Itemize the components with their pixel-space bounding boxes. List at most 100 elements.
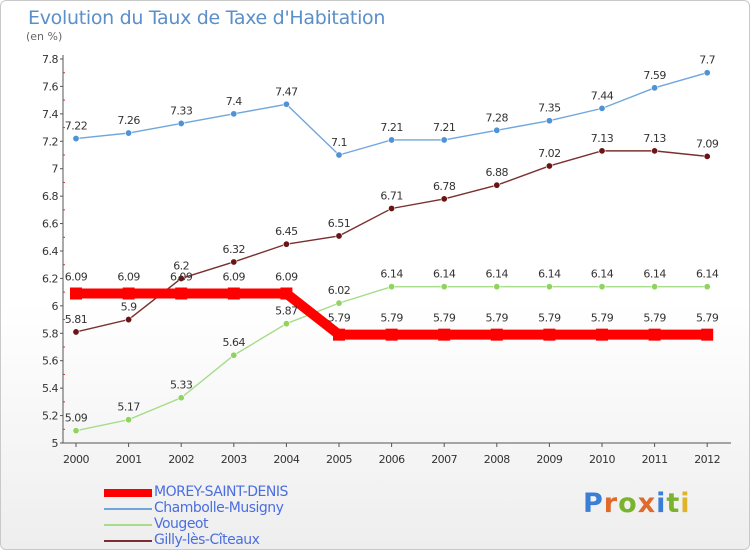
data-label: 6.14	[538, 268, 561, 281]
data-label: 5.79	[380, 312, 403, 325]
y-tick-label: 6.6	[42, 218, 58, 231]
y-tick-label: 7.8	[42, 53, 58, 66]
data-point	[440, 195, 448, 203]
data-label: 7.13	[591, 132, 614, 145]
data-label: 7.28	[486, 111, 509, 124]
x-tick-label: 2002	[168, 453, 194, 466]
data-label: 5.79	[433, 312, 456, 325]
data-point	[493, 126, 501, 134]
series-line	[75, 285, 708, 432]
data-label: 5.81	[65, 313, 88, 326]
data-point	[282, 240, 290, 248]
data-point	[545, 117, 553, 125]
data-point	[596, 328, 608, 341]
data-point	[72, 328, 80, 336]
data-point	[703, 283, 711, 291]
data-label: 5.33	[170, 379, 193, 392]
chart-subtitle: (en %)	[26, 30, 63, 43]
data-label: 5.79	[538, 312, 561, 325]
y-tick-label: 6.2	[42, 272, 58, 285]
data-label: 7.02	[538, 147, 561, 160]
legend-swatch	[104, 524, 152, 526]
data-point	[388, 283, 396, 291]
data-point	[125, 129, 133, 137]
y-tick-label: 7	[52, 163, 59, 176]
y-tick-label: 7.2	[42, 135, 58, 148]
data-label: 7.21	[433, 121, 456, 134]
data-point	[545, 162, 553, 170]
data-label: 5.79	[328, 312, 351, 325]
data-label: 6.14	[486, 268, 509, 281]
data-point	[598, 104, 606, 112]
chart-title: Evolution du Taux de Taxe d'Habitation	[28, 7, 386, 29]
data-label: 6.02	[328, 284, 351, 297]
series-0-group	[70, 287, 714, 341]
data-label: 6.32	[223, 243, 246, 256]
data-label: 7.22	[65, 120, 88, 133]
data-label: 5.87	[275, 305, 298, 318]
data-point	[177, 274, 185, 282]
series-3-group	[72, 147, 711, 336]
data-point	[440, 136, 448, 144]
data-label: 6.71	[380, 189, 403, 202]
data-point	[490, 328, 503, 341]
data-point	[651, 283, 659, 291]
data-label: 7.44	[591, 89, 614, 102]
data-label: 7.35	[538, 102, 561, 115]
data-point	[125, 316, 133, 324]
x-tick-label: 2011	[642, 453, 668, 466]
data-point	[177, 119, 185, 127]
data-label: 6.09	[65, 271, 88, 284]
data-point	[701, 328, 714, 341]
data-point	[545, 283, 553, 291]
data-label: 7.7	[699, 54, 715, 67]
y-tick-label: 5	[52, 437, 59, 450]
data-point	[493, 283, 501, 291]
data-point	[72, 135, 80, 143]
data-label: 6.09	[170, 271, 193, 284]
data-point	[122, 287, 135, 300]
x-tick-label: 2007	[431, 453, 457, 466]
x-tick-label: 2005	[326, 453, 352, 466]
data-label: 7.33	[170, 104, 193, 117]
data-point	[177, 394, 185, 402]
data-label: 6.51	[328, 217, 351, 230]
series-1-group	[72, 69, 711, 159]
data-point	[335, 299, 343, 307]
data-point	[651, 84, 659, 92]
y-tick-label: 5.2	[42, 410, 58, 423]
data-point	[230, 110, 238, 118]
data-label: 6.2	[173, 259, 189, 272]
data-point	[230, 351, 238, 359]
data-point	[598, 283, 606, 291]
data-point	[72, 427, 80, 435]
x-tick-label: 2012	[694, 453, 720, 466]
legend-label: Gilly-lès-Cîteaux	[154, 532, 260, 548]
x-tick-label: 2000	[63, 453, 89, 466]
data-point	[493, 181, 501, 189]
data-label: 7.59	[643, 69, 666, 82]
data-label: 7.09	[696, 137, 719, 150]
y-tick-label: 5.8	[42, 327, 58, 340]
data-label: 6.14	[380, 268, 403, 281]
data-label: 5.79	[486, 312, 509, 325]
data-label: 5.17	[117, 401, 140, 414]
data-label: 5.79	[696, 312, 719, 325]
x-tick-label: 2009	[536, 453, 562, 466]
y-tick-label: 5.6	[42, 355, 58, 368]
proxiti-logo: Proxiti	[583, 488, 691, 519]
series-2-group	[72, 283, 711, 435]
x-tick-label: 2008	[484, 453, 510, 466]
data-label: 6.14	[433, 268, 456, 281]
y-tick-label: 6	[52, 300, 59, 313]
data-label: 5.79	[643, 312, 666, 325]
legend-label: Vougeot	[154, 516, 208, 532]
data-point	[333, 328, 345, 341]
data-point	[282, 320, 290, 328]
data-label: 6.14	[643, 268, 666, 281]
data-label: 6.14	[591, 268, 614, 281]
data-point	[388, 136, 396, 144]
data-label: 7.1	[331, 136, 347, 149]
